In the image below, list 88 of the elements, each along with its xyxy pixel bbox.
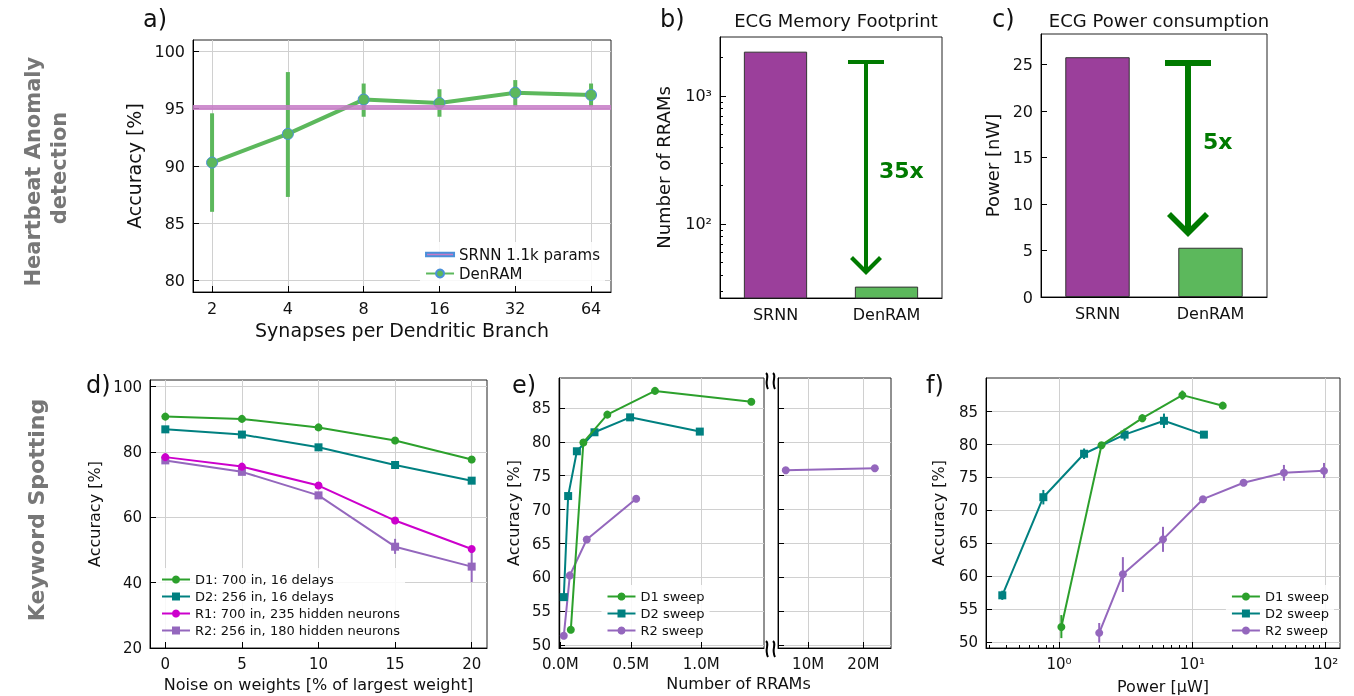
text: Keyword Spotting xyxy=(23,398,49,622)
x-tick-label: 1.0M xyxy=(682,654,720,673)
y-tick-label: 65 xyxy=(531,534,551,553)
x-tick-label: 64 xyxy=(580,298,602,318)
x-tick-label: 10² xyxy=(1313,654,1339,673)
x-tick-label: SRNN xyxy=(1074,303,1121,323)
x-tick-label: DenRAM xyxy=(852,304,921,324)
x-axis-title: Synapses per Dendritic Branch xyxy=(255,319,549,342)
legend-label: D2 sweep xyxy=(640,606,705,621)
y-tick-label: 90 xyxy=(164,156,185,176)
y-tick-label: 80 xyxy=(164,271,185,291)
y-tick-label: 85 xyxy=(164,213,185,233)
y-tick-label: 65 xyxy=(958,534,978,553)
y-tick-label: 20 xyxy=(1012,101,1033,121)
x-tick-label: 32 xyxy=(505,298,526,318)
legend-label: D1 sweep xyxy=(1264,589,1330,604)
legend-label: D2: 256 in, 16 delays xyxy=(195,589,335,604)
x-tick-label: 2 xyxy=(206,298,218,318)
y-tick-label: 70 xyxy=(531,500,551,519)
y-tick-label: 25 xyxy=(1012,55,1033,75)
legend-label: R2 sweep xyxy=(640,623,704,638)
y-tick-label: 60 xyxy=(122,508,142,527)
y-tick-label: 5 xyxy=(1022,241,1033,261)
y-axis-title: Power [nW] xyxy=(981,113,1003,218)
y-tick-label: 60 xyxy=(958,567,978,586)
x-tick-label: DenRAM xyxy=(1176,303,1245,323)
x-tick-label: 8 xyxy=(358,298,369,318)
text: Heartbeat Anomaly detection xyxy=(20,49,72,287)
x-tick-label: 5 xyxy=(237,654,247,673)
legend-label: D2 sweep xyxy=(1264,606,1330,621)
x-tick-label: 16 xyxy=(429,298,450,318)
x-tick-label: 10M xyxy=(792,654,825,673)
x-tick-label: 20M xyxy=(847,654,880,673)
y-tick-label: 75 xyxy=(531,466,551,485)
annotation: 5x xyxy=(1203,129,1233,155)
x-tick-label: 15 xyxy=(385,654,405,673)
x-tick-label: 10 xyxy=(308,654,329,673)
x-tick-label: SRNN xyxy=(752,304,799,324)
x-tick-label: 10¹ xyxy=(1179,654,1205,673)
legend-label: D1: 700 in, 16 delays xyxy=(195,572,335,587)
y-tick-label: 80 xyxy=(958,435,978,454)
text: d) xyxy=(86,371,111,399)
y-tick-label: 50 xyxy=(958,633,978,652)
y-tick-label: 15 xyxy=(1012,148,1033,168)
legend-label: DenRAM xyxy=(459,264,523,283)
y-tick-label: 10³ xyxy=(685,86,712,106)
y-tick-label: 60 xyxy=(531,568,551,587)
y-tick-label: 80 xyxy=(531,432,551,451)
text: e) xyxy=(512,371,537,399)
legend-label: R2 sweep xyxy=(1264,623,1329,638)
annotation: 35x xyxy=(879,158,924,184)
legend-label: SRNN 1.1k params xyxy=(459,245,601,264)
text: f) xyxy=(926,371,944,399)
y-tick-label: 40 xyxy=(122,573,142,592)
x-tick-label: 10⁰ xyxy=(1046,654,1072,673)
x-axis-title: Noise on weights [% of largest weight] xyxy=(163,674,474,694)
x-tick-label: 0.0M xyxy=(542,654,579,673)
y-tick-label: 100 xyxy=(113,377,142,396)
y-axis-title: Number of RRAMs xyxy=(652,86,674,249)
chart-title: ECG Memory Footprint xyxy=(734,9,938,31)
y-tick-label: 75 xyxy=(958,468,978,487)
y-tick-label: 70 xyxy=(958,501,978,520)
y-tick-label: 100 xyxy=(154,41,185,61)
y-tick-label: 95 xyxy=(164,99,185,119)
text: a) xyxy=(143,5,168,33)
y-tick-label: 20 xyxy=(122,639,142,657)
text: c) xyxy=(992,5,1015,33)
y-tick-label: 80 xyxy=(122,442,142,461)
x-axis-title: Power [μW] xyxy=(1117,676,1209,696)
legend-label: D1 sweep xyxy=(640,589,705,604)
legend-label: R1: 700 in, 235 hidden neurons xyxy=(195,606,401,621)
text: b) xyxy=(660,5,685,33)
y-axis-title: Accuracy [%] xyxy=(928,460,948,566)
y-axis-title: Accuracy [%] xyxy=(123,103,146,229)
y-tick-label: 55 xyxy=(531,602,551,621)
x-tick-label: 20 xyxy=(462,654,482,673)
x-tick-label: 0.5M xyxy=(612,654,650,673)
x-axis-title: Number of RRAMs xyxy=(666,674,811,694)
y-tick-label: 10 xyxy=(1012,194,1033,214)
x-tick-label: 4 xyxy=(282,298,293,318)
legend-label: R2: 256 in, 180 hidden neurons xyxy=(195,623,401,638)
y-axis-title: Accuracy [%] xyxy=(84,461,104,567)
y-tick-label: 85 xyxy=(958,402,978,421)
chart-title: ECG Power consumption xyxy=(1048,9,1270,31)
y-tick-label: 55 xyxy=(958,600,978,619)
y-tick-label: 50 xyxy=(531,636,551,655)
y-axis-title: Accuracy [%] xyxy=(503,460,523,566)
y-tick-label: 85 xyxy=(531,398,551,417)
